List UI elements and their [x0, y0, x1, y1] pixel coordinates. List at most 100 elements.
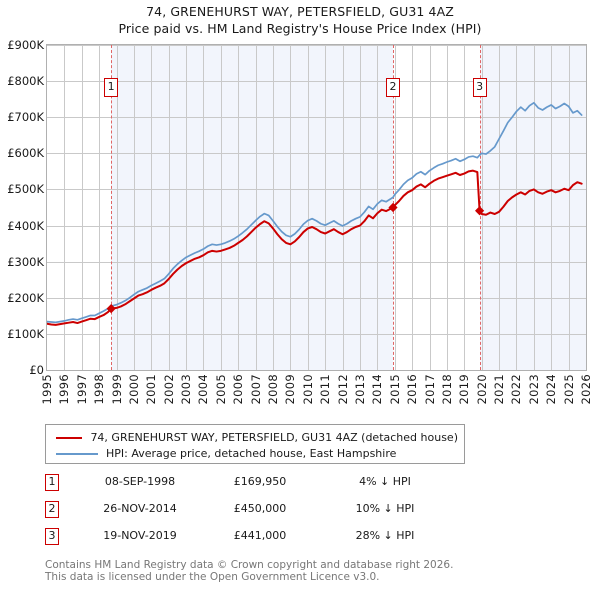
x-axis-tick-label: 2012	[335, 374, 350, 405]
x-axis-tick-label: 2016	[405, 374, 420, 405]
y-axis-tick-label: £500K	[7, 182, 44, 197]
table-row[interactable]: 3 19-NOV-2019 £441,000 28% ↓ HPI	[45, 526, 475, 553]
attribution-line-1: Contains HM Land Registry data © Crown c…	[45, 559, 454, 571]
gridline	[47, 333, 586, 335]
gridline	[325, 45, 327, 370]
x-axis-tick-label: 2002	[161, 374, 176, 405]
gridline	[133, 45, 135, 370]
price-history-chart	[46, 44, 587, 371]
x-axis-tick-label: 2014	[370, 374, 385, 405]
transaction-price: £169,950	[233, 475, 287, 488]
gridline	[238, 45, 240, 370]
x-axis-tick-label: 2015	[387, 374, 402, 405]
x-axis-tick-label: 2018	[439, 374, 454, 405]
x-axis-tick-label: 2004	[196, 374, 211, 405]
series-lines	[47, 101, 583, 326]
legend-swatch-hpi	[56, 452, 98, 455]
sale-marker-3[interactable]	[474, 206, 485, 216]
gridline	[186, 45, 188, 370]
legend-item-hpi: HPI: Average price, detached house, East…	[52, 446, 458, 461]
x-axis-tick-label: 2003	[179, 374, 194, 405]
x-axis-tick-label: 2021	[492, 374, 507, 405]
y-axis-tick-label: £800K	[7, 74, 44, 89]
y-axis-tick-label: £100K	[7, 326, 44, 341]
gridline	[47, 153, 586, 155]
x-axis-tick-label: 2001	[144, 374, 159, 405]
x-axis-tick-label: 2020	[474, 374, 489, 405]
status-badge: 3	[45, 528, 59, 545]
x-axis-tick-label: 2023	[526, 374, 541, 405]
attribution-line-2: This data is licensed under the Open Gov…	[45, 571, 380, 583]
transaction-price: £441,000	[233, 529, 287, 542]
gridline	[533, 45, 535, 370]
plot-area	[47, 45, 586, 370]
gridline	[464, 45, 466, 370]
y-axis-tick-label: £0	[29, 363, 44, 377]
x-axis-tick-label: 2025	[561, 374, 576, 405]
gridline	[412, 45, 414, 370]
gridline	[99, 45, 101, 370]
sale-marker-2[interactable]	[388, 202, 398, 213]
event-flag-3[interactable]: 3	[472, 78, 487, 97]
transaction-date: 19-NOV-2019	[103, 529, 177, 542]
gridline	[499, 45, 501, 370]
y-axis-tick-label: £700K	[7, 110, 44, 125]
gridline	[273, 45, 275, 370]
x-axis-tick-label: 1999	[109, 374, 124, 405]
gridline	[290, 45, 292, 370]
transaction-date: 26-NOV-2014	[103, 502, 177, 515]
gridline	[47, 261, 586, 263]
x-axis-tick-label: 2019	[457, 374, 472, 405]
gridline	[47, 225, 586, 227]
page-subtitle: Price paid vs. HM Land Registry's House …	[118, 21, 482, 36]
table-row[interactable]: 1 08-SEP-1998 £169,950 4% ↓ HPI	[45, 472, 475, 499]
gridline	[255, 45, 257, 370]
x-axis-tick-label: 2010	[300, 374, 315, 405]
gridline	[47, 81, 586, 83]
x-axis-tick-label: 1996	[57, 374, 72, 405]
x-axis-tick-label: 2017	[422, 374, 437, 405]
gridline	[220, 45, 222, 370]
gridline	[568, 45, 570, 370]
series-line	[47, 101, 583, 324]
x-axis-tick-label: 2006	[231, 374, 246, 405]
legend-swatch-price-paid	[56, 436, 83, 439]
gridline	[47, 45, 586, 46]
gridline	[116, 45, 118, 370]
event-line-1	[111, 45, 113, 370]
event-flag-1[interactable]: 1	[104, 78, 119, 97]
x-axis-tick-label: 2005	[213, 374, 228, 405]
series-line	[47, 169, 583, 326]
gridline	[377, 45, 379, 370]
status-badge: 2	[45, 501, 59, 518]
transaction-date: 08-SEP-1998	[104, 475, 176, 488]
gridline	[151, 45, 153, 370]
gridline	[47, 189, 586, 191]
status-badge: 1	[45, 474, 59, 491]
legend-label-hpi: HPI: Average price, detached house, East…	[106, 447, 397, 460]
gridline	[168, 45, 170, 370]
gridline	[81, 45, 83, 370]
table-row[interactable]: 2 26-NOV-2014 £450,000 10% ↓ HPI	[45, 499, 475, 526]
x-axis-tick-label: 2007	[248, 374, 263, 405]
gridline	[516, 45, 518, 370]
y-axis-tick-label: £900K	[7, 38, 44, 52]
chart-title-block: 74, GRENEHURST WAY, PETERSFIELD, GU31 4A…	[0, 3, 600, 37]
y-axis-tick-label: £200K	[7, 290, 44, 305]
page-title: 74, GRENEHURST WAY, PETERSFIELD, GU31 4A…	[146, 4, 454, 19]
shaded-band	[111, 45, 393, 370]
gridline	[359, 45, 361, 370]
event-flag-2[interactable]: 2	[386, 78, 400, 97]
x-axis-tick-label: 2011	[318, 374, 333, 405]
y-axis-tick-label: £400K	[7, 218, 44, 233]
x-axis-tick-label: 1998	[92, 374, 107, 405]
x-axis-tick-label: 2022	[509, 374, 524, 405]
x-axis-tick-label: 2000	[126, 374, 141, 405]
transactions-table: 1 08-SEP-1998 £169,950 4% ↓ HPI 2 26-NOV…	[45, 472, 475, 553]
gridline	[47, 297, 586, 299]
y-axis-tick-label: £600K	[7, 146, 44, 161]
transaction-hpi-delta: 4% ↓ HPI	[359, 475, 411, 488]
x-axis-tick-label: 2013	[352, 374, 367, 405]
gridline	[64, 45, 66, 370]
legend-label-price-paid: 74, GRENEHURST WAY, PETERSFIELD, GU31 4A…	[90, 431, 458, 444]
